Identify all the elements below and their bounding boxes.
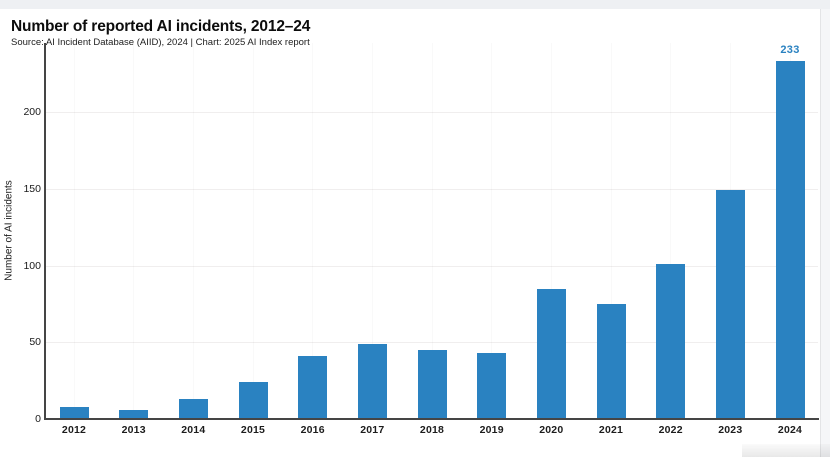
x-axis-line [44, 418, 819, 420]
window-top-strip [0, 0, 830, 9]
gridline-2013 [133, 43, 134, 418]
x-tick-label-2014: 2014 [181, 424, 206, 436]
chart-panel: Number of reported AI incidents, 2012–24… [3, 9, 819, 443]
bar-2017 [357, 343, 387, 419]
y-axis-line [44, 43, 46, 419]
gridline-150 [46, 188, 818, 190]
bar-2022 [656, 264, 686, 419]
y-axis-title: Number of AI incidents [3, 180, 15, 281]
x-tick-label-2017: 2017 [360, 424, 385, 436]
x-tick-label-2022: 2022 [658, 424, 683, 436]
bar-2019 [477, 353, 507, 419]
gridline-2015 [253, 43, 254, 418]
window-right-strip [820, 9, 830, 457]
bar-value-label-2024: 233 [780, 44, 800, 57]
x-tick-label-2018: 2018 [419, 424, 445, 436]
bar-2024 [775, 61, 805, 419]
bar-2018 [417, 349, 447, 419]
bar-2012 [59, 406, 89, 419]
chart-title: Number of reported AI incidents, 2012–24 [11, 18, 311, 35]
bar-2014 [178, 399, 208, 419]
bar-2020 [536, 288, 566, 419]
gridline-200 [46, 112, 818, 113]
x-tick-label-2012: 2012 [61, 424, 87, 436]
x-tick-label-2016: 2016 [300, 424, 325, 436]
y-tick-label-50: 50 [29, 336, 41, 349]
x-tick-label-2023: 2023 [718, 424, 743, 436]
x-tick-label-2013: 2013 [121, 424, 146, 436]
y-tick-label-200: 200 [23, 106, 41, 118]
x-tick-label-2021: 2021 [598, 424, 624, 436]
x-tick-label-2019: 2019 [479, 424, 504, 436]
gridline-50 [46, 342, 818, 344]
x-tick-label-2024: 2024 [777, 424, 803, 436]
y-tick-label-0: 0 [35, 413, 41, 425]
bar-2016 [298, 356, 328, 419]
bar-2015 [238, 382, 268, 419]
bottom-right-shadow [742, 444, 830, 457]
gridline-2012 [74, 43, 75, 418]
x-tick-label-2020: 2020 [539, 424, 564, 436]
bar-2023 [715, 190, 745, 419]
gridline-100 [46, 265, 818, 267]
y-tick-label-100: 100 [23, 259, 41, 272]
bar-2013 [119, 409, 149, 419]
y-tick-label-150: 150 [23, 182, 41, 195]
gridline-2014 [193, 43, 194, 418]
bar-2021 [596, 303, 626, 419]
x-tick-label-2015: 2015 [240, 424, 266, 436]
chart-source-line: Source: AI Incident Database (AIID), 202… [11, 37, 310, 48]
